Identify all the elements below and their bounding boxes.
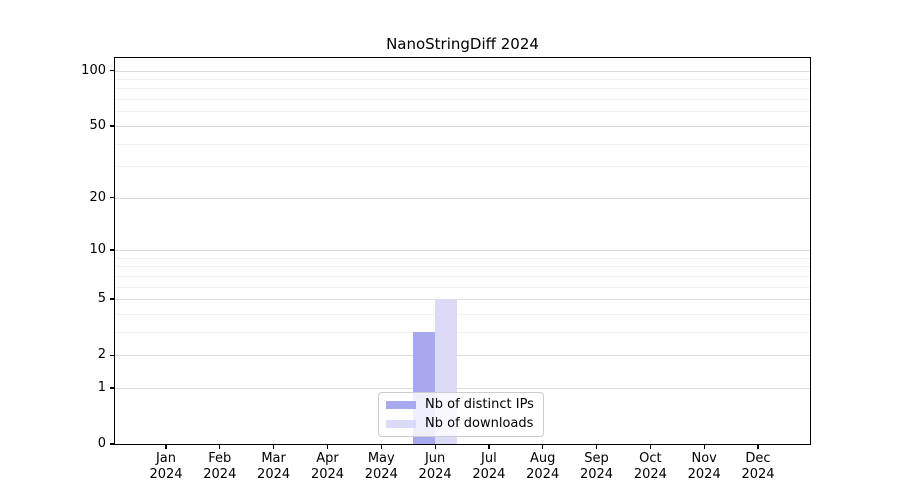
x-tick-year: 2024 xyxy=(579,466,614,482)
legend-swatch xyxy=(386,401,416,409)
x-tick-label: Oct 2024 xyxy=(615,451,685,482)
y-tick-label: 100 xyxy=(81,62,106,78)
x-tick-year: 2024 xyxy=(687,466,721,482)
x-tick-month: Jul xyxy=(481,451,497,466)
x-tick-year: 2024 xyxy=(633,466,667,482)
gridline-major xyxy=(115,125,810,127)
x-tick-month: Aug xyxy=(529,451,556,466)
plot-area: Nb of distinct IPs Nb of downloads xyxy=(114,57,811,445)
gridline-minor xyxy=(115,286,810,288)
y-tick-label: 20 xyxy=(89,189,106,205)
x-tick-label: Apr 2024 xyxy=(293,451,363,482)
gridline-minor xyxy=(115,88,810,90)
x-tick-month: Apr xyxy=(316,451,339,466)
x-tick-year: 2024 xyxy=(203,466,237,482)
legend-swatch xyxy=(386,420,416,428)
gridline-minor xyxy=(115,166,810,168)
x-tick-month: Jan xyxy=(155,451,177,466)
x-tick-label: May 2024 xyxy=(346,451,416,482)
gridline-minor xyxy=(115,143,810,145)
gridline-minor xyxy=(115,331,810,333)
x-tick-year: 2024 xyxy=(310,466,345,482)
x-tick-month: Sep xyxy=(584,451,609,466)
y-tick-label: 10 xyxy=(89,242,106,257)
x-tick-year: 2024 xyxy=(472,466,506,482)
gridline-major xyxy=(115,355,810,357)
x-tick-label: Sep 2024 xyxy=(562,451,632,482)
gridline-major xyxy=(115,299,810,300)
plot-canvas xyxy=(115,58,810,444)
legend-item: Nb of downloads xyxy=(386,416,543,432)
y-tick-label: 50 xyxy=(89,117,106,133)
x-tick-label: Mar 2024 xyxy=(239,451,309,482)
legend-item: Nb of distinct IPs xyxy=(386,397,543,413)
x-tick-year: 2024 xyxy=(526,466,560,482)
gridline-minor xyxy=(115,111,810,113)
x-tick-year: 2024 xyxy=(418,466,452,482)
gridline-minor xyxy=(115,79,810,80)
x-tick-label: Feb 2024 xyxy=(185,451,255,482)
x-tick-month: May xyxy=(367,451,395,466)
gridline-major xyxy=(115,70,810,72)
gridline-major xyxy=(115,197,810,199)
gridline-minor xyxy=(115,313,810,315)
legend: Nb of distinct IPs Nb of downloads xyxy=(378,392,544,437)
x-tick-label: Jan 2024 xyxy=(131,451,201,482)
x-tick-year: 2024 xyxy=(364,466,398,482)
y-tick-label: 0 xyxy=(97,436,106,451)
x-tick-month: Mar xyxy=(261,451,286,466)
x-tick-month: Nov xyxy=(691,451,717,466)
gridline-major xyxy=(115,250,810,251)
x-tick-label: Jun 2024 xyxy=(400,451,470,482)
gridline-minor xyxy=(115,266,810,268)
gridline-minor xyxy=(115,275,810,277)
x-tick-year: 2024 xyxy=(149,466,183,482)
x-tick-month: Oct xyxy=(639,451,662,466)
x-tick-year: 2024 xyxy=(741,466,775,482)
y-tick-label: 1 xyxy=(97,379,106,395)
gridline-minor xyxy=(115,257,810,259)
x-tick-month: Feb xyxy=(208,451,232,466)
x-tick-label: Jul 2024 xyxy=(454,451,524,482)
y-tick-label: 5 xyxy=(97,291,106,306)
x-tick-year: 2024 xyxy=(257,466,291,482)
x-tick-month: Jun xyxy=(424,451,446,466)
x-tick-label: Dec 2024 xyxy=(723,451,793,482)
x-tick-label: Nov 2024 xyxy=(669,451,739,482)
x-tick-month: Dec xyxy=(745,451,771,466)
y-tick-label: 2 xyxy=(97,347,106,363)
chart-title: NanoStringDiff 2024 xyxy=(386,35,539,53)
x-tick-label: Aug 2024 xyxy=(508,451,578,482)
gridline-minor xyxy=(115,99,810,101)
legend-label: Nb of downloads xyxy=(425,416,534,431)
legend-label: Nb of distinct IPs xyxy=(425,397,534,412)
gridline-major xyxy=(115,387,810,389)
